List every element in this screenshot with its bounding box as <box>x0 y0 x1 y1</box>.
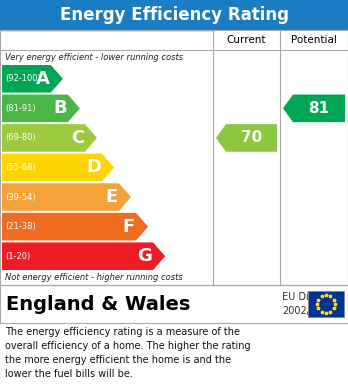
FancyBboxPatch shape <box>308 291 344 317</box>
Text: EU Directive
2002/91/EC: EU Directive 2002/91/EC <box>282 292 342 316</box>
Text: (1-20): (1-20) <box>5 252 30 261</box>
Polygon shape <box>2 183 131 211</box>
Bar <box>0 285 348 323</box>
Text: Very energy efficient - lower running costs: Very energy efficient - lower running co… <box>5 52 183 61</box>
Polygon shape <box>2 65 63 93</box>
Polygon shape <box>216 124 277 152</box>
Polygon shape <box>283 95 345 122</box>
Polygon shape <box>2 95 80 122</box>
Bar <box>0 0 348 30</box>
Text: 81: 81 <box>308 101 330 116</box>
Text: Current: Current <box>227 35 266 45</box>
Text: G: G <box>137 247 152 265</box>
Polygon shape <box>2 154 114 181</box>
Text: D: D <box>86 158 101 176</box>
Text: The energy efficiency rating is a measure of the
overall efficiency of a home. T: The energy efficiency rating is a measur… <box>5 327 251 379</box>
Text: Energy Efficiency Rating: Energy Efficiency Rating <box>60 6 288 24</box>
Text: (92-100): (92-100) <box>5 74 41 83</box>
Text: (55-68): (55-68) <box>5 163 36 172</box>
Text: 70: 70 <box>241 131 262 145</box>
Polygon shape <box>2 242 165 270</box>
Text: F: F <box>123 218 135 236</box>
Text: (39-54): (39-54) <box>5 193 35 202</box>
Bar <box>0 30 348 285</box>
Text: (21-38): (21-38) <box>5 222 36 231</box>
Bar <box>213 30 348 50</box>
Text: A: A <box>36 70 50 88</box>
Text: B: B <box>53 99 67 117</box>
Text: (69-80): (69-80) <box>5 133 36 142</box>
Text: Potential: Potential <box>291 35 337 45</box>
Text: (81-91): (81-91) <box>5 104 35 113</box>
Polygon shape <box>2 124 97 152</box>
Text: C: C <box>71 129 84 147</box>
Text: E: E <box>106 188 118 206</box>
Polygon shape <box>2 213 148 240</box>
Text: Not energy efficient - higher running costs: Not energy efficient - higher running co… <box>5 273 183 283</box>
Text: England & Wales: England & Wales <box>6 294 190 314</box>
